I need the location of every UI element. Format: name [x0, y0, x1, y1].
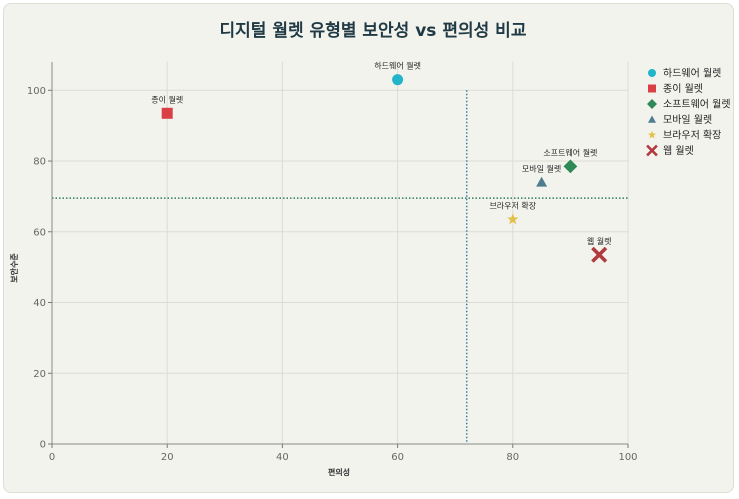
y-tick-label: 0	[40, 440, 46, 451]
legend-label: 웹 월렛	[663, 145, 694, 157]
data-point	[536, 176, 548, 187]
x-tick-label: 100	[618, 452, 637, 463]
legend-item: 하드웨어 월렛	[648, 67, 721, 80]
x-tick-label: 40	[276, 452, 289, 463]
x-stroke	[646, 144, 658, 157]
legend-item: 종이 월렛	[648, 83, 703, 95]
x-axis-label: 편의성	[328, 467, 350, 477]
data-point	[563, 159, 578, 174]
legend-label: 모바일 월렛	[663, 114, 712, 126]
axes: 0 20 40 60 80 100 0 20 40 60 80 100	[27, 62, 638, 463]
legend-marker	[647, 99, 657, 109]
chart-panel	[3, 3, 734, 493]
grid-layer	[52, 62, 629, 444]
y-tick-label: 60	[33, 227, 46, 238]
legend-item: 소프트웨어 월렛	[647, 99, 731, 111]
legend-marker	[648, 115, 656, 123]
data-point	[161, 107, 173, 119]
data-label: 종이 월렛	[151, 94, 183, 104]
legend-marker	[647, 130, 657, 139]
y-axis-label: 보안수준	[9, 253, 19, 283]
legend-label: 종이 월렛	[663, 83, 703, 95]
legend-marker	[648, 84, 656, 93]
data-label: 웹 월렛	[587, 236, 612, 246]
data-label: 브라우저 확장	[489, 200, 536, 210]
x-tick-label: 0	[49, 452, 55, 463]
y-tick-label: 80	[33, 157, 46, 168]
x-tick-label: 80	[506, 452, 519, 463]
y-tick-label: 40	[33, 298, 46, 309]
x-tick-label: 60	[391, 452, 404, 463]
legend-item: 브라우저 확장	[647, 130, 721, 142]
x-tick-label: 20	[161, 452, 174, 463]
data-point	[392, 74, 404, 86]
legend-label: 하드웨어 월렛	[663, 67, 721, 80]
legend-item: 모바일 월렛	[648, 114, 712, 126]
chart-title: 디지털 월렛 유형별 보안성 vs 편의성 비교	[220, 20, 527, 41]
legend-item: 웹 월렛	[646, 144, 694, 157]
legend-label: 소프트웨어 월렛	[663, 99, 731, 111]
data-label: 모바일 월렛	[522, 163, 561, 173]
y-tick-label: 20	[33, 369, 46, 380]
data-point	[591, 246, 608, 263]
data-label: 하드웨어 월렛	[374, 61, 421, 71]
data-label: 소프트웨어 월렛	[543, 147, 597, 157]
x-stroke	[591, 246, 608, 263]
y-tick-label: 100	[27, 86, 46, 97]
legend-marker	[646, 144, 658, 157]
data-point	[507, 213, 519, 225]
reference-lines	[52, 90, 628, 444]
legend-marker	[648, 69, 656, 77]
legend-label: 브라우저 확장	[663, 130, 721, 142]
